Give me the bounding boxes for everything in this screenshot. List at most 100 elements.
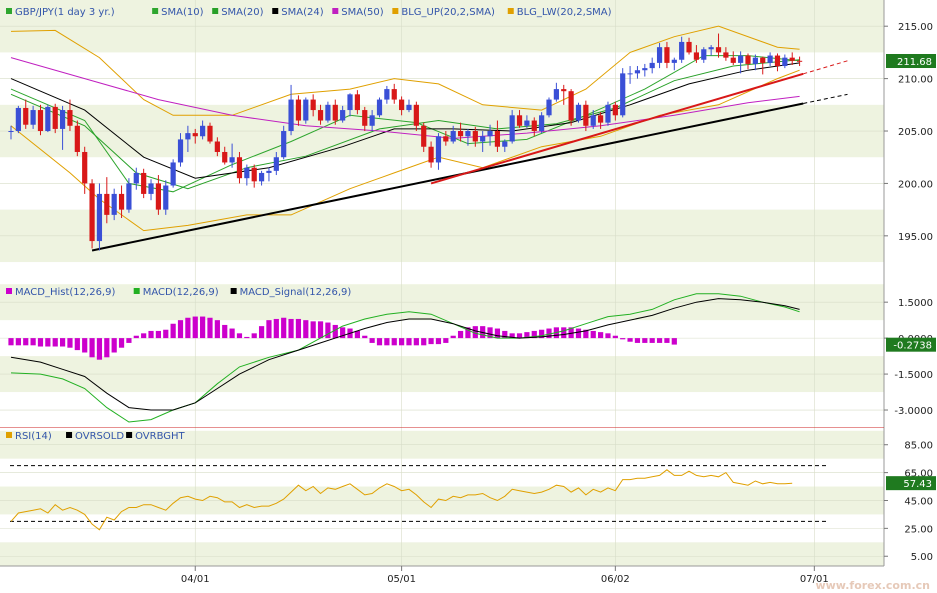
- rsi-line: [10, 469, 793, 531]
- macd-histogram-bar: [141, 333, 147, 339]
- price-legend: GBP/JPY(1 day 3 yr.) SMA(10) SMA(20) SMA(24…: [6, 7, 612, 18]
- candle-body-down: [192, 133, 198, 137]
- candle-body-up: [273, 157, 279, 171]
- macd-histogram-bar: [52, 338, 58, 347]
- rsi-axis: 85.00 65.00 45.00 25.00 5.00 57.43: [883, 428, 936, 566]
- rsi-tick-label: 65.00: [904, 469, 933, 480]
- macd-histogram-bar: [656, 338, 663, 343]
- legend-label-3: SMA(24): [281, 7, 323, 18]
- macd-line: [10, 293, 800, 423]
- macd-histogram-bar: [15, 338, 21, 346]
- macd-axis: 1.50000.0000-1.5000-3.0000-0.2738: [883, 283, 936, 428]
- macd-histogram-bar: [428, 338, 434, 345]
- date-tick-label: 05/01: [387, 574, 416, 585]
- macd-histogram-bar: [133, 335, 139, 339]
- macd-legend: MACD_Hist(12,26,9) MACD(12,26,9) MACD_Sign…: [6, 287, 351, 298]
- candle-body-up: [708, 47, 714, 50]
- legend-label-1: SMA(10): [161, 7, 203, 18]
- macd-histogram-bar: [362, 335, 368, 339]
- candle-body-down: [472, 131, 478, 142]
- macd-histogram-bar: [421, 338, 427, 346]
- rsi-tick-label: 85.00: [904, 441, 933, 452]
- candle-body-up: [634, 70, 641, 74]
- candle-body-up: [671, 59, 677, 63]
- candle-body-up: [185, 133, 191, 140]
- macd-last-value-label: -0.2738: [893, 341, 932, 352]
- candle-body-up: [487, 131, 493, 137]
- legend-swatch-2: [212, 8, 219, 14]
- price-tick-label: 195.00: [898, 232, 933, 243]
- candle-body-up: [656, 47, 663, 63]
- macd-histogram-bar: [96, 338, 103, 360]
- candle-body-up: [384, 89, 390, 100]
- legend-label-5: BLG_UP(20,2,SMA): [401, 7, 495, 18]
- rsi-lines: [10, 465, 826, 531]
- rsi-last-value-label: 57.43: [903, 479, 932, 490]
- rsi-tick-label: 25.00: [904, 524, 933, 535]
- macd-histogram-bar: [303, 320, 309, 339]
- candle-body-up: [649, 62, 655, 69]
- macd-signal-line: [10, 298, 800, 411]
- macd-histogram-bar: [30, 338, 36, 346]
- macd-histogram-bar: [457, 330, 464, 339]
- macd-histogram-bar: [620, 338, 626, 340]
- legend-label-1: MACD(12,26,9): [143, 287, 219, 298]
- candle-body-down: [317, 110, 324, 121]
- macd-histogram-bar: [627, 338, 633, 342]
- candle-body-down: [723, 52, 729, 58]
- macd-histogram-bar: [59, 338, 66, 347]
- macd-histogram-bar: [531, 330, 537, 339]
- macd-histogram-bar: [406, 338, 412, 346]
- candle-body-up: [642, 68, 648, 71]
- legend-swatch-0: [6, 432, 12, 438]
- legend-swatch-2: [230, 288, 237, 294]
- macd-histogram-bar: [222, 324, 228, 339]
- candle-body-up: [679, 41, 685, 60]
- candle-body-down: [494, 131, 501, 147]
- macd-histogram-bar: [384, 338, 390, 346]
- macd-histogram-bar: [207, 317, 213, 339]
- macd-histogram-bar: [295, 318, 302, 339]
- macd-histogram-bar: [539, 329, 545, 339]
- candle-body-up: [605, 104, 611, 123]
- macd-histogram-bar: [561, 327, 567, 339]
- date-tick-label: 07/01: [800, 574, 829, 585]
- trendlines: [91, 60, 848, 252]
- support-trendline: [91, 102, 804, 252]
- date-tick-label: 04/01: [181, 574, 210, 585]
- price-panel: GBP/JPY(1 day 3 yr.) SMA(10) SMA(20) SMA(24…: [0, 0, 936, 283]
- rsi-grid: [0, 428, 884, 566]
- candle-body-up: [546, 99, 552, 116]
- macd-histogram-bar: [524, 332, 530, 339]
- macd-histogram-bar: [214, 320, 220, 339]
- macd-histogram-bar: [575, 328, 582, 339]
- candle-body-down: [561, 89, 567, 92]
- macd-histogram-bar: [354, 330, 360, 339]
- candle-body-up: [96, 193, 103, 242]
- price-tick-label: 215.00: [898, 22, 933, 33]
- macd-histogram-bar: [163, 329, 169, 339]
- rsi-last-value-box: [886, 476, 936, 491]
- candle-body-down: [730, 57, 736, 63]
- bollinger-line-upper: [10, 25, 800, 116]
- candle-body-up: [465, 131, 471, 137]
- candle-body-up: [524, 120, 530, 126]
- rsi-legend: RSI(14) OVRSOLD OVRBGHT: [6, 431, 186, 442]
- candle-body-down: [214, 141, 220, 152]
- candle-body-down: [74, 125, 80, 152]
- candle-body-down: [52, 106, 58, 129]
- macd-histogram-bar: [185, 317, 191, 339]
- macd-histogram-bar: [450, 335, 456, 339]
- legend-label-0: GBP/JPY(1 day 3 yr.): [15, 7, 115, 18]
- macd-histogram-bar: [111, 338, 117, 353]
- candle-body-up: [553, 89, 559, 100]
- macd-histogram-bar: [472, 326, 478, 339]
- candle-body-up: [450, 131, 456, 142]
- candle-body-down: [457, 131, 464, 137]
- macd-histogram-bar: [8, 338, 14, 346]
- bollinger-bands: [10, 25, 800, 232]
- price-tick-label: 200.00: [898, 179, 933, 190]
- macd-histogram-bar: [612, 335, 618, 339]
- rsi-panel: RSI(14) OVRSOLD OVRBGHT 85.00 65.00 45.00 25.…: [0, 428, 936, 566]
